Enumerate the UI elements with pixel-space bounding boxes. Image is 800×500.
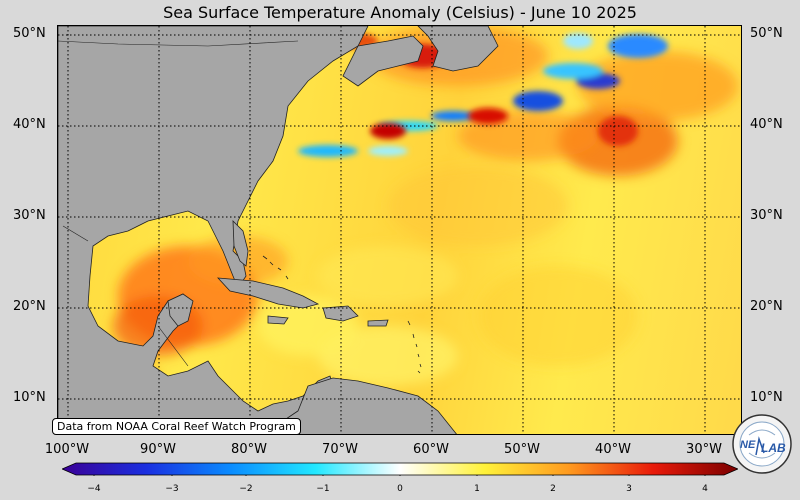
colorbar-tick: −2 <box>239 484 253 494</box>
lesser-antilles <box>262 255 422 374</box>
lon-label: 70°W <box>322 442 358 457</box>
map-title: Sea Surface Temperature Anomaly (Celsius… <box>163 3 637 22</box>
lat-label-left: 10°N <box>13 390 46 405</box>
colorbar-tick: −4 <box>87 484 101 494</box>
colorbar-tick: 0 <box>397 484 403 494</box>
graticule <box>58 26 741 434</box>
sst-anomaly-map <box>57 25 742 435</box>
lon-label: 90°W <box>140 442 176 457</box>
lat-label-left: 40°N <box>13 117 46 132</box>
colorbar-tick: 1 <box>474 484 480 494</box>
neaq-lab-logo-icon: NE LAB <box>732 414 792 474</box>
lon-label: 80°W <box>231 442 267 457</box>
lon-label: 30°W <box>686 442 722 457</box>
lat-label-left: 20°N <box>13 299 46 314</box>
colorbar-tick: 4 <box>702 484 708 494</box>
land-masses <box>58 26 499 434</box>
data-source-note: Data from NOAA Coral Reef Watch Program <box>52 418 301 435</box>
lat-label-left: 30°N <box>13 208 46 223</box>
colorbar <box>62 462 738 476</box>
lat-label-right: 40°N <box>750 117 783 132</box>
colorbar-tick: 3 <box>626 484 632 494</box>
colorbar-tick: −3 <box>165 484 179 494</box>
lon-label: 100°W <box>44 442 90 457</box>
lat-label-left: 50°N <box>13 26 46 41</box>
lat-label-right: 20°N <box>750 299 783 314</box>
lon-label: 60°W <box>413 442 449 457</box>
logo-text-right: LAB <box>761 441 786 455</box>
map-canvas <box>58 26 741 434</box>
colorbar-tick: 2 <box>550 484 556 494</box>
lat-label-right: 10°N <box>750 390 783 405</box>
lon-label: 40°W <box>595 442 631 457</box>
lon-label: 50°W <box>504 442 540 457</box>
lat-label-right: 30°N <box>750 208 783 223</box>
colorbar-tick: −1 <box>316 484 330 494</box>
logo-text-left: NE <box>740 439 756 451</box>
borders <box>58 40 299 367</box>
lat-label-right: 50°N <box>750 26 783 41</box>
